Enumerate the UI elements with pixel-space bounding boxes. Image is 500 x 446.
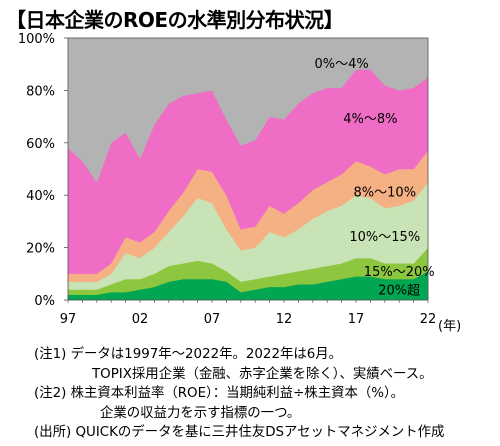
x-tick-label: 12 [276,312,293,327]
x-axis-unit: (年) [438,319,461,334]
x-tick-label: 17 [348,312,365,327]
source-note: (出所) QUICKのデータを基に三井住友DSアセットマネジメント作成 [34,425,445,440]
y-tick-label: 20% [26,242,55,257]
y-tick-label: 40% [26,189,55,204]
x-tick-label: 07 [204,312,221,327]
y-tick-label: 80% [26,84,55,99]
series-label-1: 20%超 [378,284,420,299]
note-1: (注1) データは1997年～2022年。2022年は6月。 [34,347,343,362]
series-label-2: 15%～20% [364,265,435,280]
x-tick-label: 22 [420,312,437,327]
series-label-4: 8%～10% [354,185,417,200]
note-2: (注2) 株主資本利益率（ROE）：当期純利益÷株主資本（%）。 [34,386,405,401]
chart-title: 【日本企業のROEの水準別分布状況】 [6,8,344,32]
plot-frame [67,37,429,301]
chart-area: 0% 20% 40% 60% 80% 100% 97 02 07 12 17 22 (年) 20%超 1… [18,32,461,334]
series-label-5: 4%～8% [343,112,397,127]
note-1-continued: TOPIX採用企業（金融、赤字企業を除く）、実績ベース。 [92,366,433,382]
y-tick-label: 60% [26,137,55,152]
notes-block: (注1) データは1997年～2022年。2022年は6月。 TOPIX採用企業… [34,345,494,443]
x-tick-label: 97 [60,312,77,327]
x-tick-label: 02 [132,312,149,327]
note-2-continued: 企業の収益力を示す指標の一つ。 [100,405,301,421]
y-tick-label: 100% [18,32,55,47]
series-label-3: 10%～15% [349,230,420,245]
series-label-6: 0%～4% [314,57,368,72]
y-tick-label: 0% [34,294,55,309]
